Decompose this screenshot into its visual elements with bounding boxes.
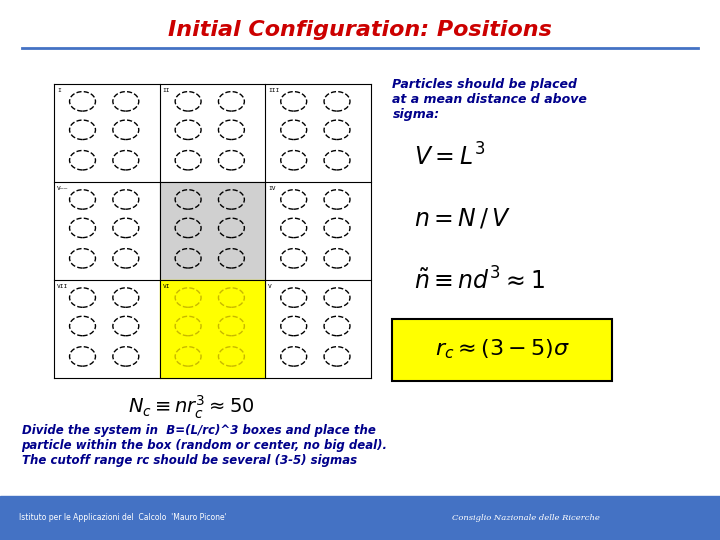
Text: $r_c \approx (3-5)\sigma$: $r_c \approx (3-5)\sigma$ [435, 338, 570, 361]
Text: I: I [57, 88, 60, 93]
Text: VI: VI [163, 284, 170, 289]
Text: Istituto per le Applicazioni del  Calcolo  'Mauro Picone': Istituto per le Applicazioni del Calcolo… [19, 514, 226, 522]
Bar [160, 280, 265, 378]
Text: IV: IV [268, 186, 276, 191]
Text: VII: VII [57, 284, 68, 289]
Bar [0, 496, 720, 540]
Text: II: II [163, 88, 170, 93]
Text: V: V [268, 284, 272, 289]
Text: $n = N\,/\,V$: $n = N\,/\,V$ [414, 207, 510, 231]
Text: $N_c \equiv n r_c^3 \approx 50$: $N_c \equiv n r_c^3 \approx 50$ [127, 394, 254, 421]
Bar [160, 182, 265, 280]
Text: $\tilde{n} \equiv n d^3 \approx 1$: $\tilde{n} \equiv n d^3 \approx 1$ [414, 267, 545, 294]
Text: V——: V—— [57, 186, 68, 191]
Text: Consiglio Nazionale delle Ricerche: Consiglio Nazionale delle Ricerche [451, 514, 600, 522]
Text: III: III [268, 88, 279, 93]
Text: Initial Configuration: Positions: Initial Configuration: Positions [168, 19, 552, 40]
Text: $V = L^3$: $V = L^3$ [414, 143, 485, 170]
Text: Particles should be placed
at a mean distance d above
sigma:: Particles should be placed at a mean dis… [392, 78, 588, 122]
Text: Divide the system in  B=(L/rc)^3 boxes and place the
particle within the box (ra: Divide the system in B=(L/rc)^3 boxes an… [22, 424, 387, 467]
Bar [392, 319, 612, 381]
